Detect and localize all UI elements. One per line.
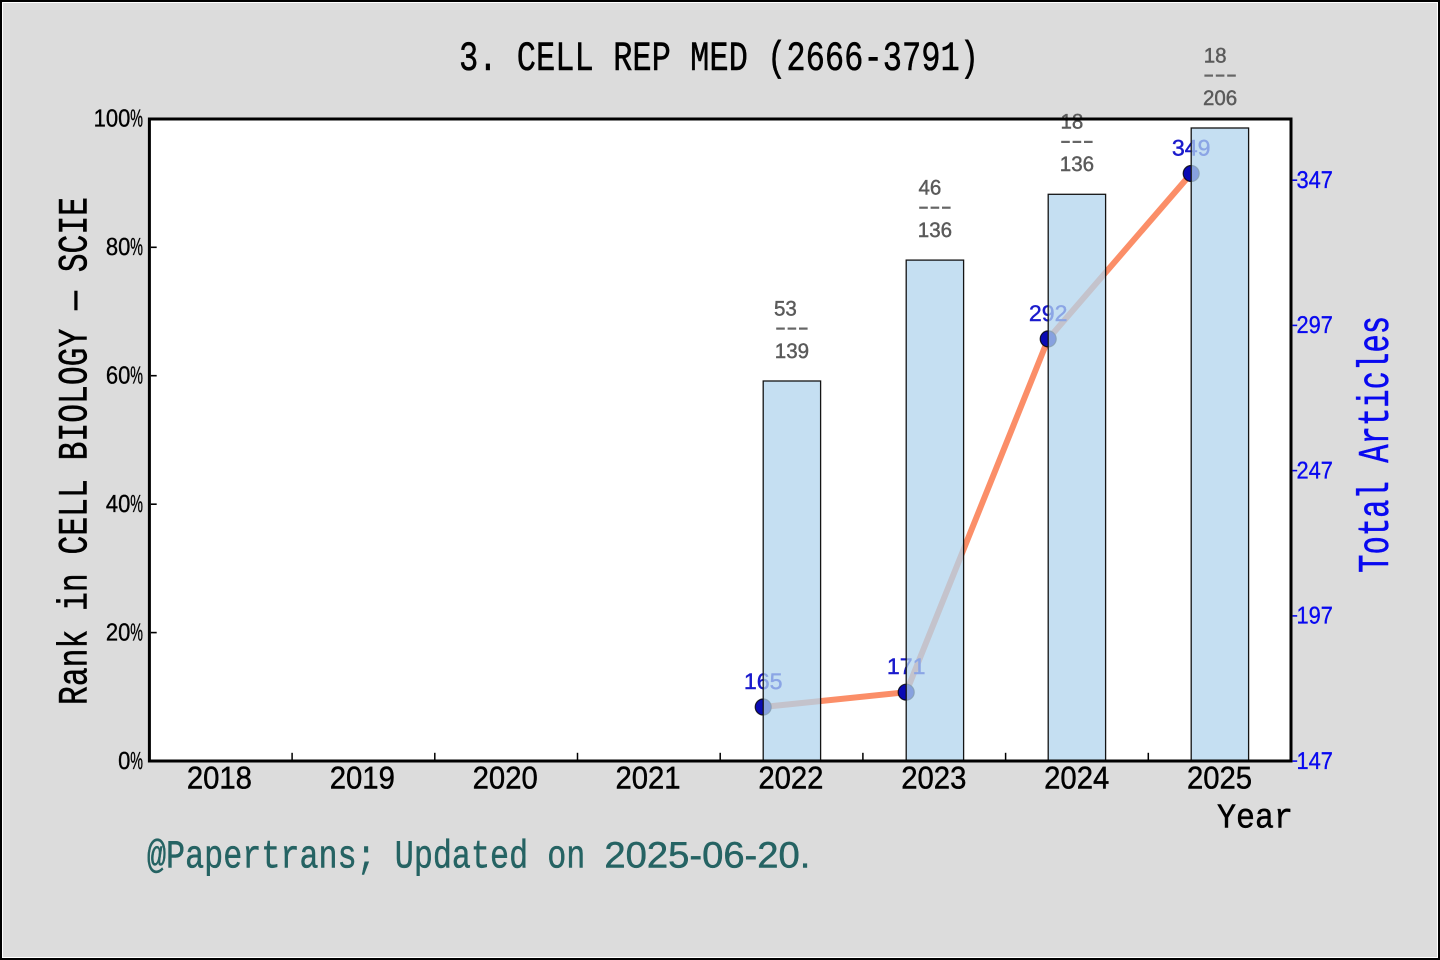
svg-text:136: 136 — [1060, 153, 1094, 176]
svg-text:2025-06-20.: 2025-06-20. — [604, 834, 810, 875]
svg-text:@Papertrans; Updated on: @Papertrans; Updated on — [147, 834, 604, 879]
svg-text:136: 136 — [918, 219, 952, 242]
svg-text:18: 18 — [1060, 111, 1083, 134]
svg-text:60: 60 — [106, 362, 130, 389]
svg-text:0: 0 — [118, 748, 130, 775]
svg-text:Total Articles: Total Articles — [1352, 316, 1402, 573]
svg-text:2022: 2022 — [758, 760, 823, 796]
svg-text:206: 206 — [1203, 87, 1237, 110]
svg-text:53: 53 — [774, 298, 797, 321]
svg-text:2018: 2018 — [187, 760, 252, 796]
svg-text:40: 40 — [106, 491, 130, 518]
svg-text:%: % — [130, 748, 143, 775]
svg-text:2025: 2025 — [1187, 760, 1252, 796]
svg-text:18: 18 — [1204, 44, 1227, 67]
svg-text:3. CELL REP MED (2666-3791): 3. CELL REP MED (2666-3791) — [459, 35, 979, 83]
svg-text:%: % — [130, 619, 143, 646]
svg-text:20: 20 — [106, 619, 130, 646]
svg-text:%: % — [130, 106, 143, 133]
svg-text:46: 46 — [918, 177, 941, 200]
svg-text:2024: 2024 — [1044, 760, 1109, 796]
svg-text:%: % — [130, 491, 143, 518]
svg-text:80: 80 — [106, 234, 130, 261]
svg-text:2019: 2019 — [330, 760, 395, 796]
svg-text:139: 139 — [775, 340, 809, 363]
svg-text:%: % — [130, 362, 143, 389]
svg-text:147: 147 — [1297, 748, 1333, 775]
svg-text:247: 247 — [1297, 457, 1333, 484]
svg-text:100: 100 — [94, 106, 131, 133]
svg-text:2020: 2020 — [473, 760, 538, 796]
svg-text:2023: 2023 — [901, 760, 966, 796]
svg-text:197: 197 — [1297, 603, 1333, 630]
svg-text:297: 297 — [1297, 312, 1333, 339]
svg-text:347: 347 — [1297, 167, 1333, 194]
svg-text:%: % — [130, 234, 143, 261]
svg-text:2021: 2021 — [615, 760, 680, 796]
svg-text:Year: Year — [1217, 800, 1293, 839]
svg-text:Rank in CELL BIOLOGY — SCIE: Rank in CELL BIOLOGY — SCIE — [51, 197, 99, 705]
